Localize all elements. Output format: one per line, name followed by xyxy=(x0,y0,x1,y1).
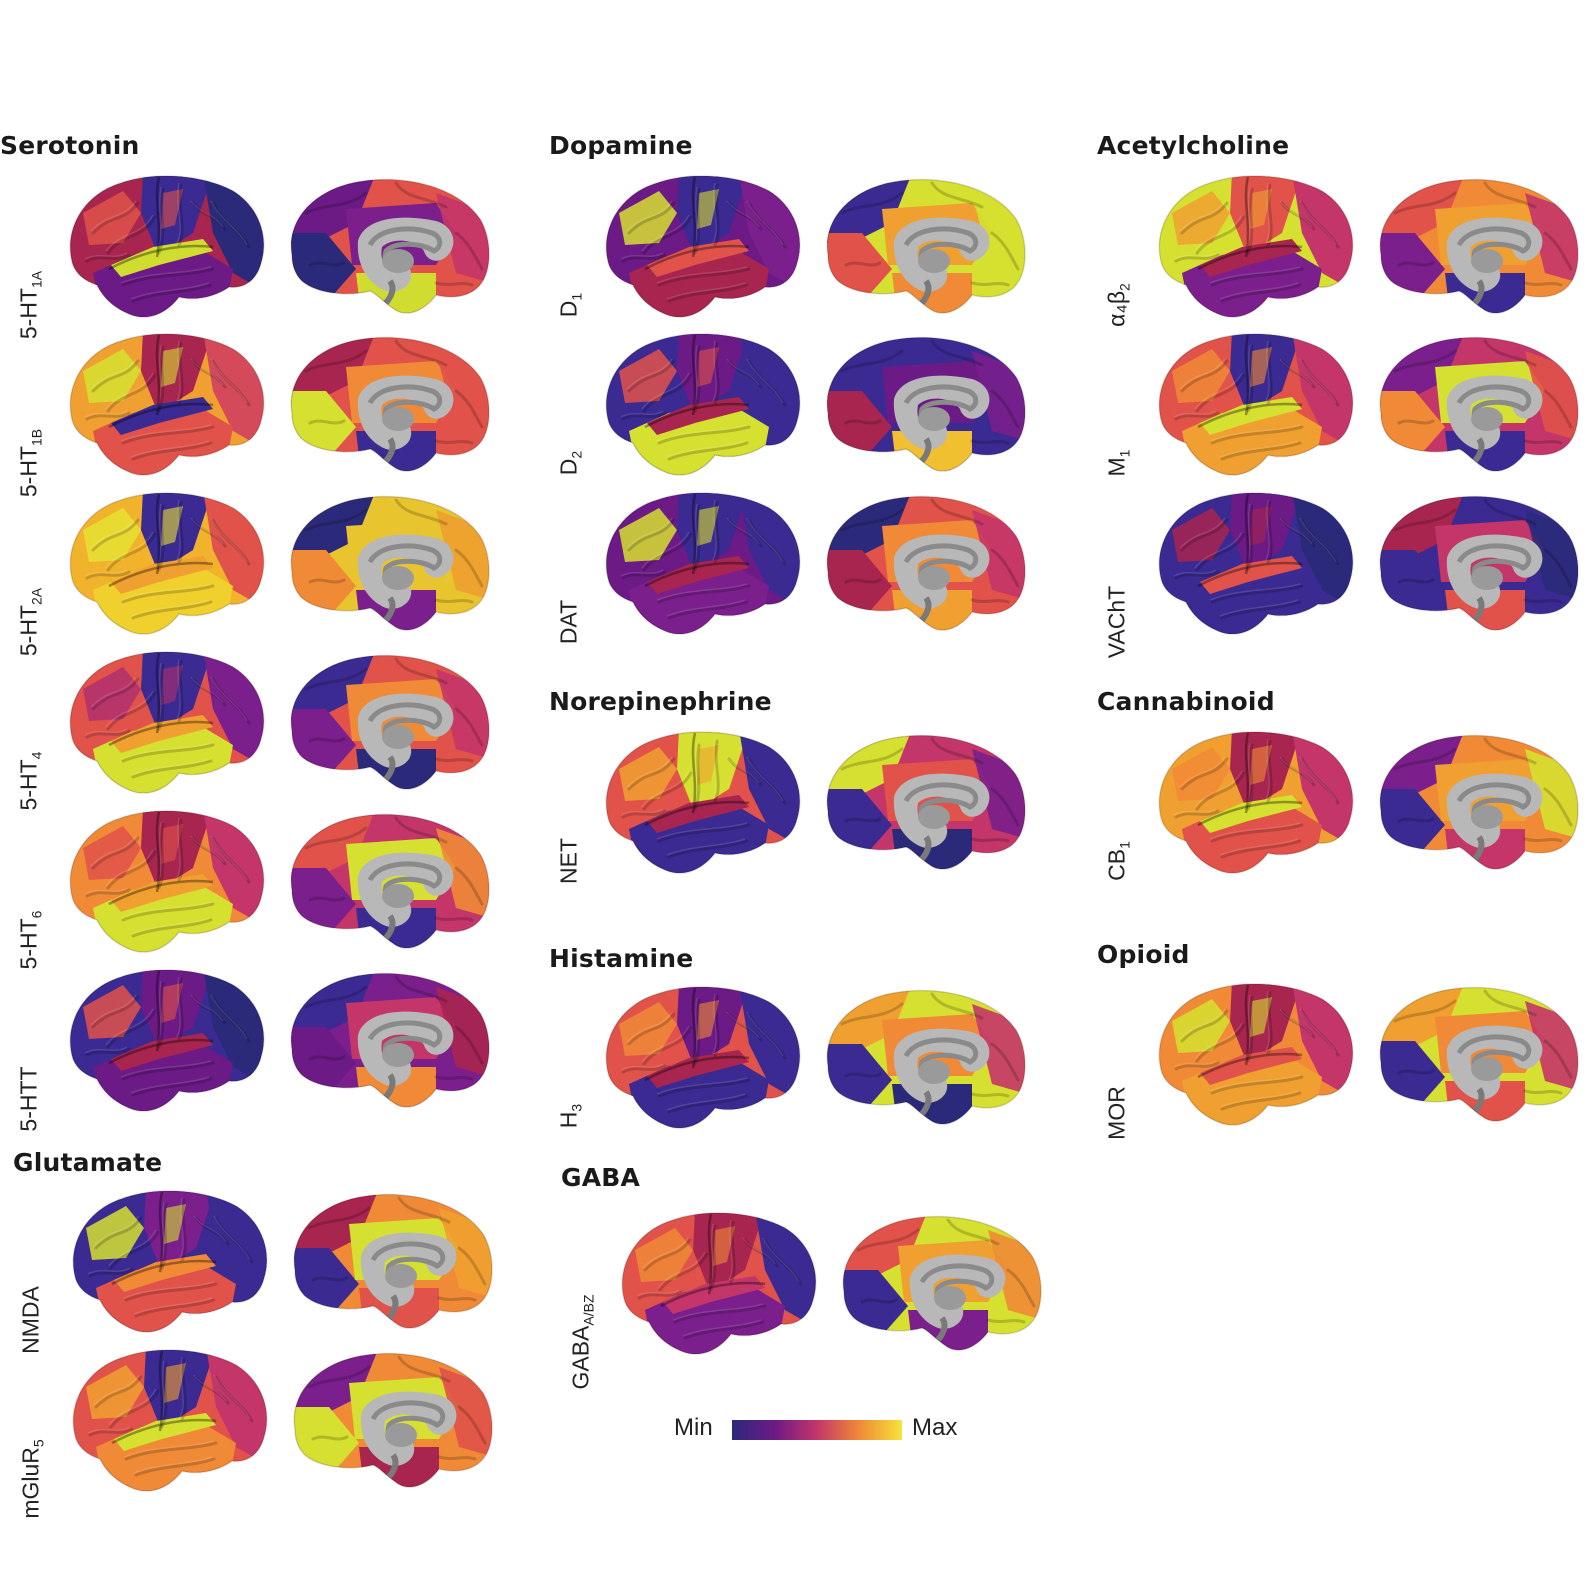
group-title-norepinephrine: Norepinephrine xyxy=(549,687,772,716)
receptor-label-main: D xyxy=(555,458,582,476)
medial-brain-view xyxy=(842,1215,1042,1351)
medial-brain-view xyxy=(290,495,490,631)
receptor-label-main: 5-HT xyxy=(15,288,42,340)
medial-brain-view xyxy=(1379,178,1579,314)
medial-brain-view xyxy=(290,813,490,949)
medial-brain-view xyxy=(1379,495,1579,631)
medial-brain-view xyxy=(293,1193,493,1329)
medial-brain-view xyxy=(1379,336,1579,472)
receptor-label-sub: 2A xyxy=(28,587,45,605)
group-title-gaba: GABA xyxy=(561,1163,641,1192)
lateral-brain-view xyxy=(605,492,801,635)
receptor-label-main: 5-HT xyxy=(15,605,42,657)
receptor-label-sub: 1B xyxy=(28,428,45,446)
receptor-label-sub: A/BZ xyxy=(580,1294,597,1326)
medial-brain-view xyxy=(826,178,1026,314)
receptor-label-sub: 5 xyxy=(30,1439,47,1448)
receptor-label-main: mGluR xyxy=(17,1447,44,1519)
lateral-brain-view xyxy=(69,651,265,794)
group-title-serotonin: Serotonin xyxy=(0,131,140,160)
colorbar-gradient xyxy=(732,1420,902,1440)
group-title-dopamine: Dopamine xyxy=(549,131,693,160)
receptor-label-main: NMDA xyxy=(17,1286,44,1354)
lateral-brain-view xyxy=(69,810,265,953)
legend-min-label: Min xyxy=(674,1414,713,1441)
receptor-label-sub: 1 xyxy=(568,292,585,301)
receptor-label-sub: 3 xyxy=(568,1103,585,1112)
lateral-brain-view xyxy=(72,1190,268,1333)
legend-max-label: Max xyxy=(912,1414,958,1441)
receptor-label-main: 5-HT xyxy=(15,446,42,498)
medial-brain-view xyxy=(826,336,1026,472)
medial-brain-view xyxy=(290,654,490,790)
receptor-label-sub: 1 xyxy=(1116,841,1133,849)
receptor-label-main: NET xyxy=(555,838,582,884)
group-title-histamine: Histamine xyxy=(549,944,694,973)
receptor-label-main: GABA xyxy=(567,1325,594,1390)
receptor-label-main: 5-HTT xyxy=(15,1066,42,1132)
receptor-label-sub: 6 xyxy=(28,910,45,919)
lateral-brain-view xyxy=(1158,175,1354,318)
lateral-brain-view xyxy=(1158,492,1354,635)
lateral-brain-view xyxy=(605,333,801,476)
receptor-label-main: M xyxy=(1103,457,1130,477)
medial-brain-view xyxy=(1379,986,1579,1122)
lateral-brain-view xyxy=(69,969,265,1112)
receptor-label-sub: 1A xyxy=(28,270,45,288)
medial-brain-view xyxy=(826,989,1026,1125)
lateral-brain-view xyxy=(621,1212,817,1355)
lateral-brain-view xyxy=(605,986,801,1129)
lateral-brain-view xyxy=(605,731,801,874)
medial-brain-view xyxy=(1379,734,1579,870)
colorbar-legend: Min Max xyxy=(674,1412,974,1452)
receptor-label-main: 5-HT xyxy=(15,918,42,970)
receptor-label-main: 5-HT xyxy=(15,759,42,811)
lateral-brain-view xyxy=(72,1349,268,1492)
medial-brain-view xyxy=(290,972,490,1108)
group-title-glutamate: Glutamate xyxy=(13,1148,163,1177)
medial-brain-view xyxy=(290,178,490,314)
lateral-brain-view xyxy=(1158,731,1354,874)
lateral-brain-view xyxy=(1158,333,1354,476)
medial-brain-view xyxy=(826,495,1026,631)
receptor-label-main: MOR xyxy=(1103,1086,1130,1140)
lateral-brain-view xyxy=(69,333,265,476)
group-title-opioid: Opioid xyxy=(1097,940,1190,969)
receptor-label-sub: 4 xyxy=(28,751,45,760)
lateral-brain-view xyxy=(69,492,265,635)
receptor-label-sub: 2 xyxy=(1116,283,1133,291)
receptor-label-main: H xyxy=(555,1111,582,1129)
receptor-label-main: D xyxy=(555,300,582,318)
group-title-acetylcholine: Acetylcholine xyxy=(1097,131,1290,160)
receptor-label-sub: 2 xyxy=(568,450,585,459)
receptor-label-main: α₄β xyxy=(1103,290,1130,327)
receptor-label-main: CB xyxy=(1103,848,1130,881)
medial-brain-view xyxy=(826,734,1026,870)
group-title-cannabinoid: Cannabinoid xyxy=(1097,687,1275,716)
lateral-brain-view xyxy=(1158,983,1354,1126)
medial-brain-view xyxy=(290,336,490,472)
receptor-label-main: DAT xyxy=(555,599,582,645)
receptor-label-sub: 1 xyxy=(1116,449,1133,458)
medial-brain-view xyxy=(293,1352,493,1488)
lateral-brain-view xyxy=(605,175,801,318)
receptor-label-main: VAChT xyxy=(1103,585,1130,659)
lateral-brain-view xyxy=(69,175,265,318)
